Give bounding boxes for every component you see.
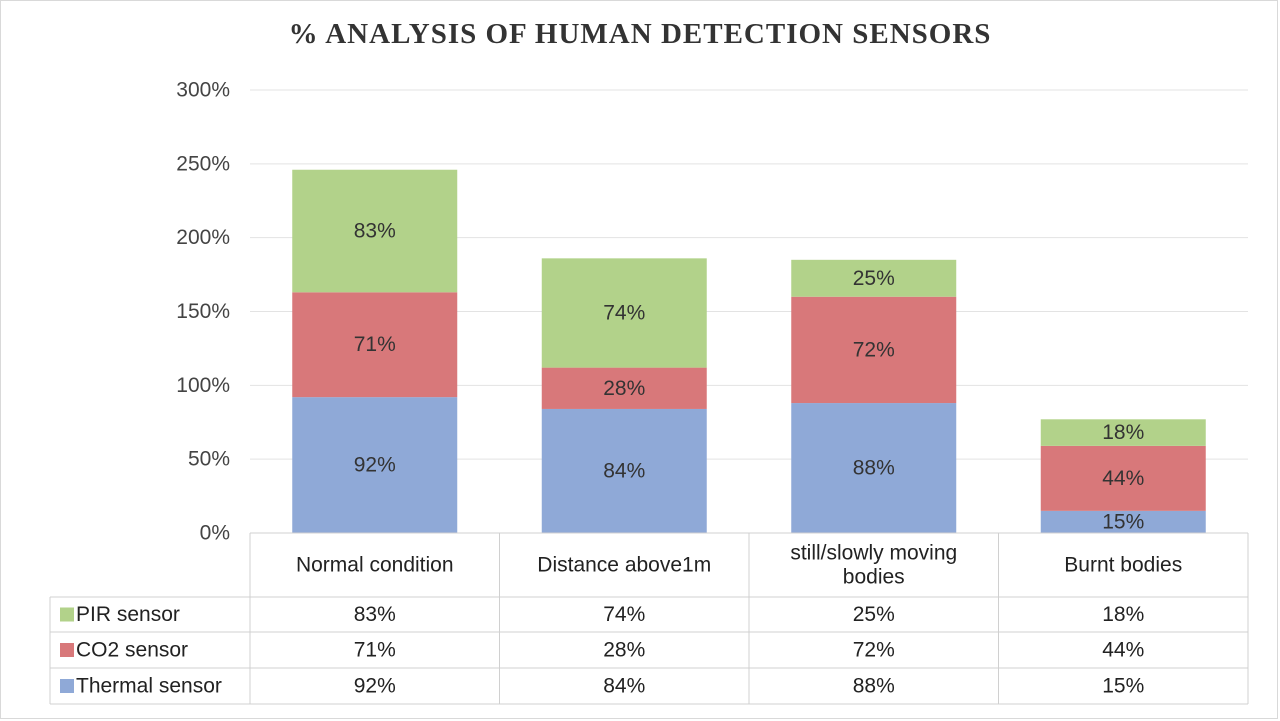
bar-segment — [541, 258, 707, 368]
category-label: Burnt bodies — [1064, 554, 1182, 577]
data-label: 72% — [853, 338, 895, 361]
bar-segment — [541, 367, 707, 409]
data-label: 84% — [603, 459, 645, 482]
bar-segment — [791, 296, 957, 404]
chart-title: % ANALYSIS OF HUMAN DETECTION SENSORS — [288, 18, 992, 50]
bar-segment — [791, 403, 957, 533]
table-cell: 44% — [1102, 639, 1144, 662]
data-label: 15% — [1102, 510, 1144, 533]
table-cell: 71% — [354, 639, 396, 662]
bar-segment — [1040, 445, 1206, 511]
category-label: Distance above1m — [537, 554, 711, 577]
data-label: 83% — [354, 220, 396, 243]
legend-key — [60, 643, 74, 657]
y-tick-label: 50% — [188, 448, 230, 471]
category-label: Normal condition — [296, 554, 454, 577]
y-tick-label: 100% — [176, 374, 230, 397]
table-cell: 28% — [603, 639, 645, 662]
data-label: 44% — [1102, 467, 1144, 490]
data-label: 88% — [853, 457, 895, 480]
table-cell: 83% — [354, 603, 396, 626]
legend-label: PIR sensor — [76, 603, 180, 626]
table-cell: 25% — [853, 603, 895, 626]
table-cell: 18% — [1102, 603, 1144, 626]
table-cell: 88% — [853, 675, 895, 698]
data-label: 92% — [354, 454, 396, 477]
table-cell: 15% — [1102, 675, 1144, 698]
legend-key — [60, 607, 74, 622]
y-tick-label: 250% — [176, 152, 230, 175]
data-label: 18% — [1102, 421, 1144, 444]
bar-segment — [1040, 510, 1206, 533]
data-label: 25% — [853, 267, 895, 290]
y-tick-label: 150% — [176, 300, 230, 323]
legend-label: Thermal sensor — [76, 675, 222, 698]
bar-segment — [1040, 419, 1206, 446]
legend-key — [60, 679, 74, 693]
table-cell: 92% — [354, 675, 396, 698]
bar-segment — [791, 259, 957, 297]
bar-segment — [292, 292, 458, 398]
y-tick-label: 200% — [176, 226, 230, 249]
bar-segment — [541, 408, 707, 533]
table-cell: 84% — [603, 675, 645, 698]
bar-segment — [292, 169, 458, 293]
data-label: 71% — [354, 333, 396, 356]
category-label: bodies — [843, 566, 905, 589]
data-label: 28% — [603, 377, 645, 400]
data-label: 74% — [603, 301, 645, 324]
table-cell: 74% — [603, 603, 645, 626]
category-label: still/slowly moving — [790, 542, 957, 565]
table-cell: 72% — [853, 639, 895, 662]
y-tick-label: 300% — [176, 79, 230, 102]
legend-label: CO2 sensor — [76, 639, 188, 662]
y-tick-label: 0% — [200, 522, 230, 545]
bar-segment — [292, 397, 458, 533]
